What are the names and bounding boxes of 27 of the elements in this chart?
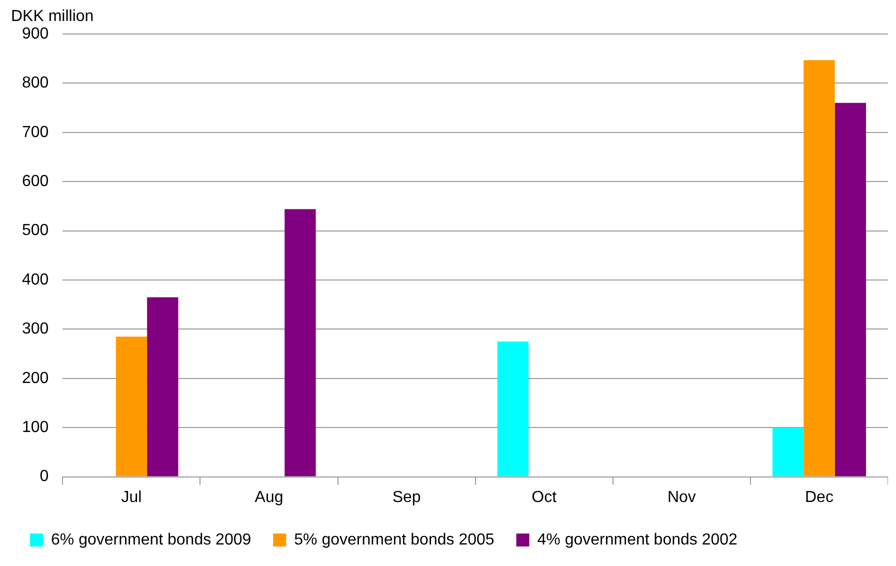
y-tick-label: 500 xyxy=(22,222,49,240)
x-tick-label: Jul xyxy=(121,488,142,506)
bar xyxy=(804,60,835,476)
y-tick-label: 800 xyxy=(22,74,49,92)
legend-label: 5% government bonds 2005 xyxy=(294,531,494,548)
y-tick-label: 900 xyxy=(22,25,49,42)
y-tick-label: 400 xyxy=(22,271,49,288)
bar xyxy=(147,297,178,476)
y-tick-label: 600 xyxy=(22,173,49,190)
bar xyxy=(497,342,529,476)
x-tick-label: Dec xyxy=(805,488,834,506)
y-tick-label: 700 xyxy=(22,124,49,141)
bar xyxy=(116,336,148,476)
bar xyxy=(772,428,804,476)
x-tick-label: Nov xyxy=(667,488,696,506)
y-tick-label: 300 xyxy=(22,320,49,338)
legend-label: 4% government bonds 2002 xyxy=(537,531,738,548)
y-tick-label: 100 xyxy=(22,419,49,436)
x-tick-label: Sep xyxy=(392,488,421,506)
bar xyxy=(284,209,316,476)
y-axis-title: DKK million xyxy=(11,8,94,26)
bar xyxy=(834,102,866,476)
y-tick-label: 0 xyxy=(40,468,49,486)
y-tick-label: 200 xyxy=(22,370,49,387)
legend-label: 6% government bonds 2009 xyxy=(51,531,252,548)
x-tick-label: Aug xyxy=(254,488,284,506)
x-tick-label: Oct xyxy=(532,488,558,506)
